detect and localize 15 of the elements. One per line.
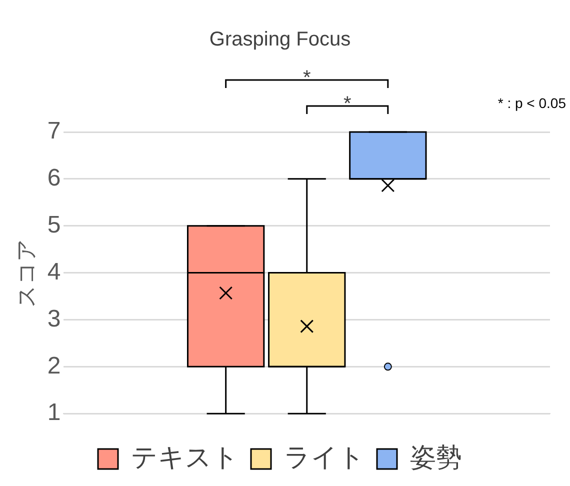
text: * : p < 0.05 <box>498 94 566 111</box>
y-tick-label: 2 <box>47 352 61 380</box>
y-tick-label: 6 <box>47 164 61 192</box>
y-tick-label: 5 <box>47 211 61 238</box>
text: * <box>343 93 352 115</box>
chart-title: Grasping Focus <box>209 28 351 51</box>
y-tick-label: 1 <box>47 399 61 426</box>
y-tick-label: 7 <box>47 118 61 145</box>
y-tick-label: 3 <box>47 305 61 332</box>
text: * <box>302 67 311 89</box>
legend-label: 姿勢 <box>410 442 462 472</box>
y-tick-label: 4 <box>47 258 61 286</box>
legend-label: テキスト <box>131 442 239 472</box>
legend-label: ライト <box>284 442 365 472</box>
y-axis-title: スコア <box>13 238 38 308</box>
